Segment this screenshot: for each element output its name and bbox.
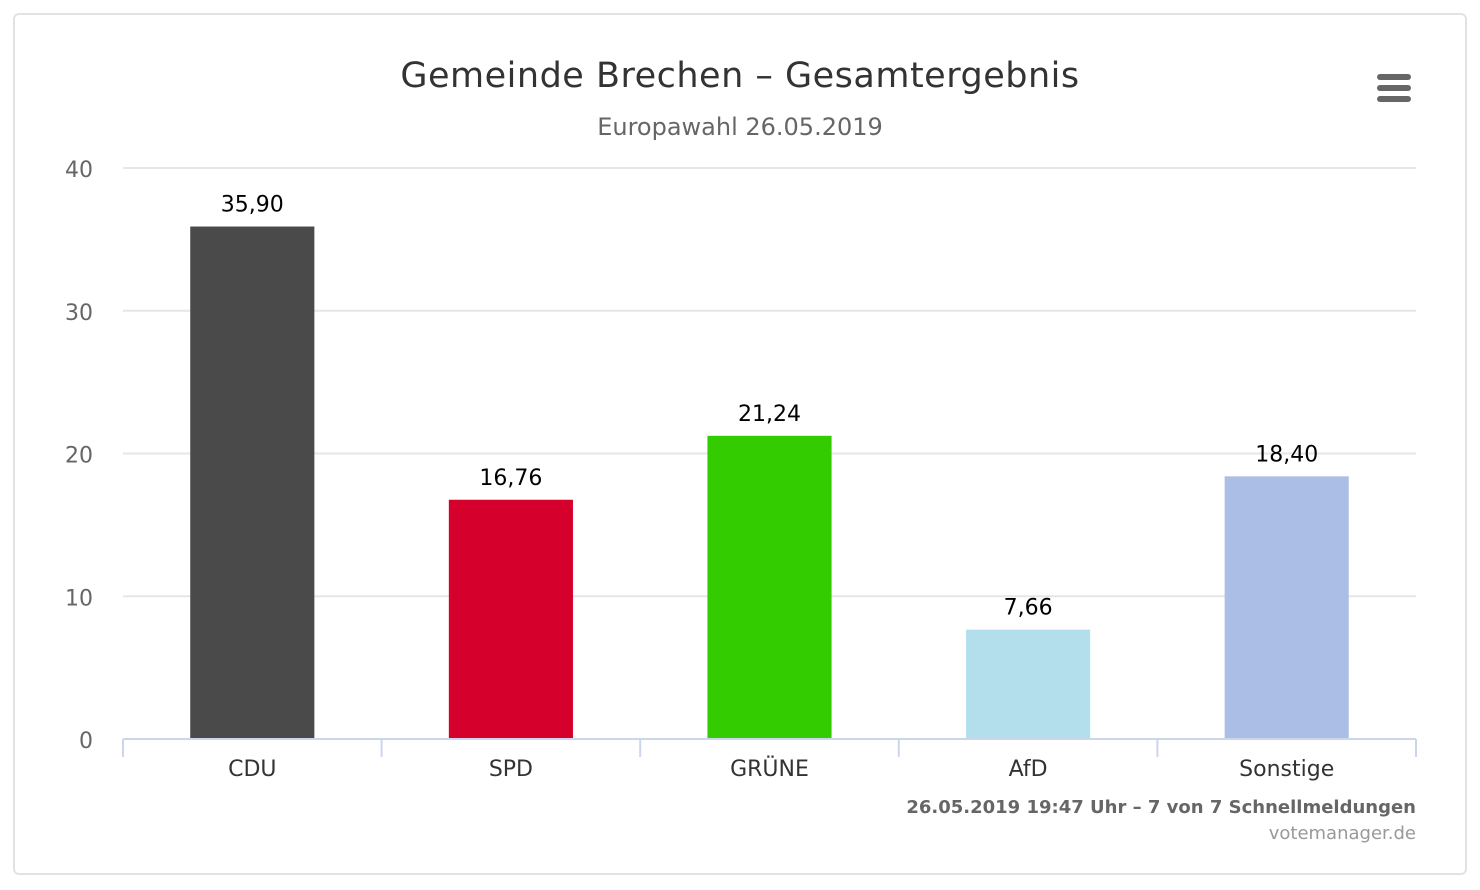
- data-label: 18,40: [1255, 442, 1318, 467]
- x-tick-label: SPD: [489, 757, 533, 782]
- bar-spd[interactable]: [448, 499, 573, 739]
- menu-line: [1377, 85, 1411, 91]
- menu-line: [1377, 74, 1411, 80]
- y-tick-label: 0: [79, 729, 93, 754]
- x-tick-label: AfD: [1009, 757, 1048, 782]
- x-tick-label: CDU: [228, 757, 276, 782]
- bar-sonstige[interactable]: [1224, 476, 1349, 739]
- data-label: 16,76: [479, 466, 542, 491]
- data-label: 35,90: [221, 193, 284, 218]
- y-tick-label: 20: [65, 444, 93, 469]
- credits-status: 26.05.2019 19:47 Uhr – 7 von 7 Schnellme…: [906, 797, 1416, 818]
- x-tick-label: GRÜNE: [730, 756, 809, 782]
- chart-title: Gemeinde Brechen – Gesamtergebnis: [400, 56, 1080, 96]
- data-label: 21,24: [738, 402, 801, 427]
- x-axis: CDU SPD GRÜNE AfD Sonstige: [122, 738, 1417, 782]
- credits-link[interactable]: votemanager.de: [1268, 823, 1416, 844]
- menu-line: [1377, 96, 1411, 102]
- bar-afd[interactable]: [966, 629, 1091, 739]
- x-tick-label: Sonstige: [1239, 757, 1334, 782]
- bars: [190, 226, 1349, 740]
- y-tick-label: 10: [65, 586, 93, 611]
- data-labels: 35,90 16,76 21,24 7,66 18,40: [221, 193, 1318, 621]
- bar-grüne[interactable]: [707, 435, 832, 739]
- chart-subtitle: Europawahl 26.05.2019: [597, 113, 883, 141]
- y-axis-ticks: 0 10 20 30 40: [65, 158, 93, 754]
- bar-cdu[interactable]: [190, 226, 315, 740]
- data-label: 7,66: [1004, 596, 1053, 621]
- y-tick-label: 40: [65, 158, 93, 183]
- y-tick-label: 30: [65, 301, 93, 326]
- hamburger-menu-icon[interactable]: [1372, 70, 1416, 106]
